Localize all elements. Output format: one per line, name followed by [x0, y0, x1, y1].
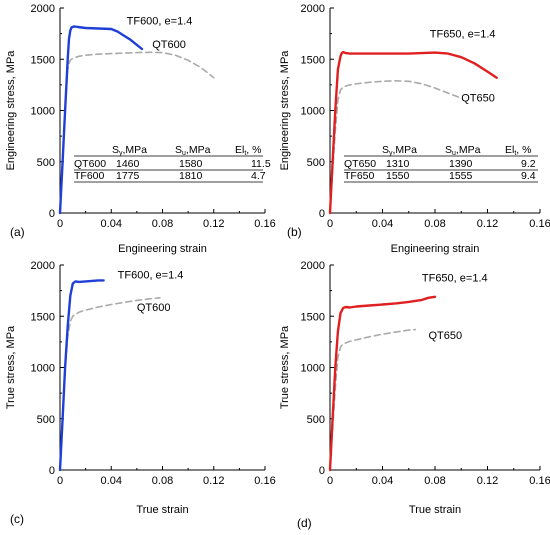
table-cell: 1580 — [179, 158, 203, 170]
panel-label: (a) — [10, 225, 25, 239]
table-cell: 1555 — [449, 170, 473, 182]
series-line-0 — [328, 50, 498, 215]
curve-label: TF600, e=1.4 — [118, 269, 184, 281]
y-axis-label: True stress, MPa — [279, 325, 291, 409]
table-header: Su,MPa — [175, 144, 211, 157]
table-cell: 9.4 — [521, 170, 536, 182]
property-table: Sy,MPa Su,MPa Elt, % QT600 1460 1580 11.5 TF600… — [74, 144, 271, 183]
x-tick-label: 0.04 — [101, 218, 122, 230]
x-tick-label: 0 — [57, 475, 63, 487]
x-tick-label: 0.16 — [254, 218, 275, 230]
x-tick-label: 0 — [57, 218, 63, 230]
curve-label: QT600 — [137, 302, 171, 314]
table-cell: 1550 — [386, 170, 410, 182]
curve-label: TF650, e=1.4 — [422, 272, 488, 284]
y-axis-label: True stress, MPa — [5, 325, 17, 409]
table-cell: QT650 — [344, 158, 376, 170]
x-tick-label: 0 — [327, 475, 333, 487]
table-cell: 4.7 — [251, 170, 266, 182]
series-line-0 — [58, 279, 105, 472]
x-axis-label: Engineering strain — [118, 243, 207, 255]
y-tick-label: 1500 — [301, 54, 325, 66]
table-cell: 1460 — [116, 158, 140, 170]
table-header: Elt, % — [505, 144, 531, 157]
panel-label: (c) — [10, 512, 24, 526]
table-cell: 1775 — [116, 170, 140, 182]
table-cell: QT600 — [74, 158, 106, 170]
series-line-1 — [59, 296, 161, 471]
curve-label: TF600, e=1.4 — [127, 15, 193, 27]
x-axis-label: Engineering strain — [391, 243, 480, 255]
y-tick-label: 2000 — [301, 3, 325, 15]
y-tick-label: 1000 — [31, 106, 55, 118]
panel-0: 0 0.04 0.08 0.12 0.16 0 500 1000 1500 2000 Enginee… — [5, 3, 276, 255]
y-tick-label: 1500 — [31, 54, 55, 66]
x-tick-label: 0.12 — [203, 475, 224, 487]
y-tick-label: 2000 — [31, 260, 55, 272]
panel-label: (b) — [287, 225, 302, 239]
table-cell: 9.2 — [521, 158, 536, 170]
x-tick-label: 0.16 — [529, 218, 550, 230]
curve-label: QT650 — [461, 92, 495, 104]
table-cell: TF600 — [74, 170, 105, 182]
y-tick-label: 2000 — [301, 260, 325, 272]
y-tick-label: 500 — [307, 414, 325, 426]
property-table: Sy,MPa Su,MPa Elt, % QT650 1310 1390 9.2 TF650 1… — [344, 144, 538, 183]
y-tick-label: 500 — [37, 414, 55, 426]
y-tick-label: 1500 — [301, 311, 325, 323]
x-tick-label: 0.04 — [101, 475, 122, 487]
table-cell: 1810 — [179, 170, 203, 182]
y-axis-label: Engineering stress, MPa — [5, 50, 17, 171]
table-header: Su,MPa — [445, 144, 481, 157]
x-tick-label: 0.12 — [203, 218, 224, 230]
x-tick-label: 0.12 — [477, 218, 498, 230]
series-line-0 — [328, 295, 437, 472]
y-tick-label: 0 — [49, 208, 55, 220]
x-tick-label: 0.04 — [372, 218, 393, 230]
panel-3: 0 0.04 0.08 0.12 0.16 0 500 1000 1500 2000 True st… — [279, 260, 550, 530]
curve-label: QT600 — [152, 39, 186, 51]
y-tick-label: 0 — [319, 208, 325, 220]
table-cell: 1390 — [449, 158, 473, 170]
panel-label: (d) — [297, 516, 312, 530]
curve-label: TF650, e=1.4 — [430, 29, 496, 41]
table-header: Sy,MPa — [382, 144, 417, 157]
curve-label: QT650 — [428, 330, 462, 342]
x-tick-label: 0.08 — [152, 475, 173, 487]
x-tick-label: 0.16 — [254, 475, 275, 487]
y-tick-label: 1000 — [301, 106, 325, 118]
y-tick-label: 500 — [37, 157, 55, 169]
y-tick-label: 500 — [307, 157, 325, 169]
x-axis-label: True strain — [409, 504, 461, 516]
table-cell: 1310 — [386, 158, 410, 170]
x-tick-label: 0.12 — [477, 475, 498, 487]
x-tick-label: 0.08 — [424, 218, 445, 230]
x-tick-label: 0.04 — [372, 475, 393, 487]
y-tick-label: 1500 — [31, 311, 55, 323]
panel-2: 0 0.04 0.08 0.12 0.16 0 500 1000 1500 2000 True st… — [5, 260, 276, 526]
x-tick-label: 0.16 — [529, 475, 550, 487]
series-line-1 — [329, 328, 417, 471]
x-axis-label: True strain — [136, 504, 188, 516]
series-line-0 — [58, 25, 144, 215]
x-tick-label: 0.08 — [152, 218, 173, 230]
panel-1: 0 0.04 0.08 0.12 0.16 0 500 1000 1500 2000 Enginee… — [279, 3, 550, 255]
y-tick-label: 0 — [49, 465, 55, 477]
series-line-1 — [59, 51, 215, 214]
y-tick-label: 1000 — [301, 363, 325, 375]
y-tick-label: 0 — [319, 465, 325, 477]
table-cell: 11.5 — [251, 158, 271, 170]
series-line-1 — [329, 80, 463, 214]
x-tick-label: 0.08 — [424, 475, 445, 487]
table-cell: TF650 — [344, 170, 375, 182]
table-header: Elt, % — [235, 144, 261, 157]
x-tick-label: 0 — [327, 218, 333, 230]
table-header: Sy,MPa — [112, 144, 147, 157]
y-axis-label: Engineering stress, MPa — [279, 50, 291, 171]
y-tick-label: 2000 — [31, 3, 55, 15]
y-tick-label: 1000 — [31, 363, 55, 375]
